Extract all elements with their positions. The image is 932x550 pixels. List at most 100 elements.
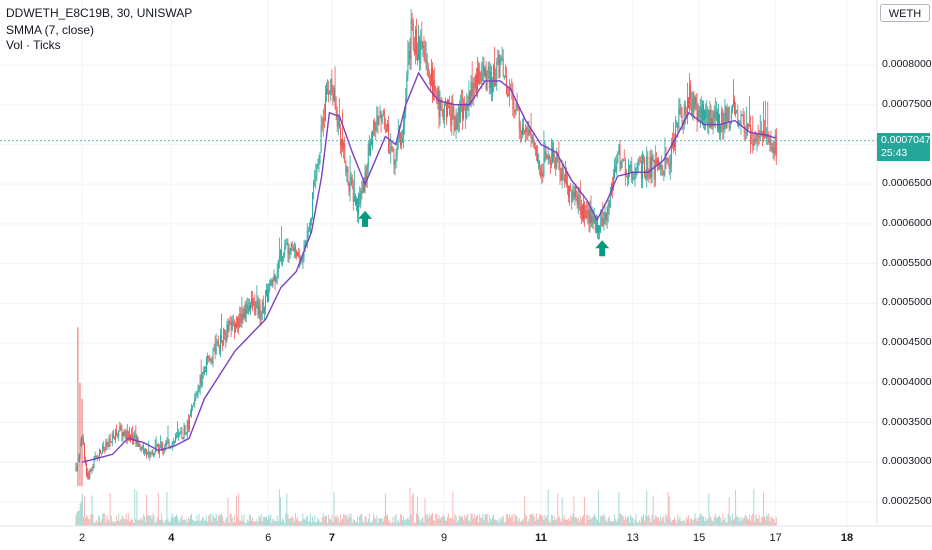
- volume-bar: [719, 515, 721, 526]
- candle-body: [378, 117, 380, 126]
- candle-body: [323, 118, 325, 121]
- candle-body: [577, 195, 579, 205]
- candle-body: [474, 74, 476, 88]
- volume-bar: [104, 513, 106, 526]
- candle-body: [705, 110, 707, 119]
- smma-indicator-label[interactable]: SMMA (7, close): [6, 23, 95, 37]
- volume-bar: [602, 515, 604, 526]
- volume-bar: [368, 513, 370, 526]
- volume-bar: [296, 519, 297, 526]
- volume-bar: [194, 521, 196, 526]
- candle-body: [508, 95, 510, 97]
- candle-body: [228, 321, 230, 332]
- volume-bar: [529, 514, 531, 526]
- volume-bar: [713, 516, 715, 526]
- candle-body: [150, 453, 152, 457]
- candle-body: [528, 129, 530, 135]
- candle-body: [110, 441, 112, 443]
- candle-body: [322, 118, 324, 126]
- volume-bar: [749, 514, 750, 526]
- volume-bar: [78, 510, 80, 526]
- volume-bar: [203, 520, 205, 526]
- candle-body: [285, 244, 287, 247]
- candle-body: [312, 192, 314, 219]
- volume-bar: [323, 517, 325, 526]
- candle-body: [373, 121, 375, 131]
- volume-bar: [465, 517, 467, 526]
- volume-bar: [745, 515, 747, 526]
- candle-body: [741, 114, 743, 116]
- candle-body: [247, 306, 249, 314]
- candle-body: [463, 103, 465, 119]
- candle-body: [319, 152, 321, 162]
- candle-body: [659, 163, 661, 169]
- currency-button[interactable]: WETH: [880, 4, 930, 22]
- volume-bar: [474, 517, 476, 526]
- candle-body: [281, 250, 282, 261]
- volume-bar: [646, 490, 648, 526]
- candle-body: [383, 110, 385, 130]
- candle-body: [635, 167, 637, 169]
- candle-body: [604, 212, 606, 219]
- volume-bar: [389, 520, 391, 526]
- volume-bar: [736, 515, 738, 526]
- volume-bar: [398, 521, 400, 526]
- volume-bar: [518, 517, 520, 526]
- volume-bar: [547, 489, 549, 526]
- candle-body: [432, 68, 433, 97]
- candle-body: [681, 115, 683, 124]
- volume-bar: [237, 517, 239, 526]
- volume-indicator-label[interactable]: Vol · Ticks: [6, 38, 61, 52]
- candle-body: [579, 208, 581, 215]
- volume-bar: [406, 519, 408, 526]
- volume-bar: [143, 516, 145, 526]
- candle-body: [525, 127, 527, 133]
- volume-bar: [498, 522, 500, 526]
- candle-body: [411, 19, 413, 25]
- volume-bar: [699, 513, 701, 526]
- volume-bar: [428, 513, 430, 526]
- candle-body: [239, 313, 241, 328]
- volume-bar: [383, 516, 385, 526]
- volume-bar: [195, 521, 197, 526]
- candle-body: [609, 195, 611, 207]
- volume-bar: [504, 522, 506, 526]
- volume-bar: [538, 518, 540, 526]
- candle-body: [125, 431, 127, 440]
- volume-bar: [409, 488, 411, 526]
- volume-bar: [688, 515, 689, 526]
- volume-bar: [179, 521, 181, 526]
- volume-bar: [120, 519, 122, 526]
- volume-bar: [86, 515, 88, 526]
- candle-body: [553, 147, 554, 157]
- candle-body: [259, 305, 261, 320]
- symbol-title[interactable]: DDWETH_E8C19B, 30, UNISWAP: [6, 6, 193, 20]
- volume-bar: [275, 521, 277, 526]
- volume-bar: [546, 515, 548, 526]
- volume-bar: [376, 515, 378, 526]
- volume-bar: [450, 517, 452, 526]
- candle-body: [351, 177, 353, 186]
- volume-bar: [142, 514, 144, 526]
- candle-body: [543, 155, 545, 176]
- last-price-value: 0.0007047: [881, 133, 931, 146]
- candle-body: [382, 110, 384, 116]
- volume-bar: [230, 513, 232, 526]
- volume-bar: [87, 516, 89, 526]
- candle-body: [282, 257, 284, 261]
- volume-bar: [168, 521, 170, 526]
- volume-bar: [190, 515, 191, 526]
- volume-bar: [274, 521, 276, 526]
- volume-bar: [730, 520, 732, 526]
- candle-body: [512, 89, 514, 109]
- volume-bar: [454, 513, 456, 526]
- candle-body: [261, 301, 263, 315]
- volume-bar: [740, 516, 742, 526]
- volume-bar: [579, 516, 581, 526]
- volume-bar: [469, 521, 471, 526]
- volume-bar: [171, 513, 173, 526]
- volume-bar: [434, 521, 436, 526]
- candle-body: [307, 230, 309, 233]
- volume-bar: [462, 516, 463, 526]
